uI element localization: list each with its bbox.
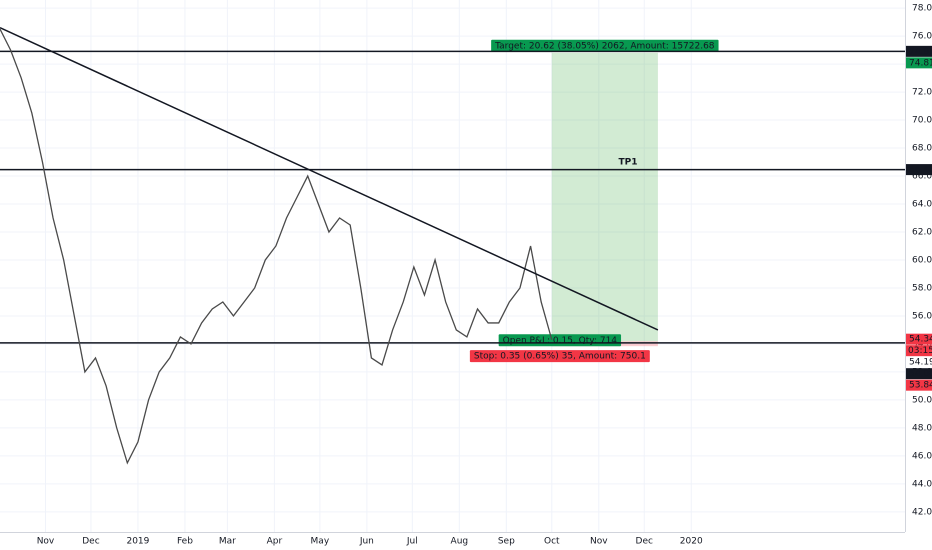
price-tag-bg (906, 356, 932, 368)
target-label-bg (491, 39, 719, 52)
price-tag-bg (906, 57, 932, 69)
x-tick-label: Jul (406, 537, 418, 547)
price-tag: 74.91 (909, 47, 932, 57)
price-tag: 54.34 (909, 335, 932, 345)
y-tick-label: 64.00 (912, 200, 932, 210)
x-tick-label: Jun (359, 537, 374, 547)
y-tick-label: 60.00 (912, 255, 932, 265)
price-tag-bg (906, 333, 932, 345)
y-tick-label: 56.00 (912, 311, 932, 321)
annotation: TP1 (619, 158, 638, 168)
x-tick-label: May (311, 537, 330, 547)
price-tag-bg (906, 379, 932, 391)
x-tick-label: Aug (451, 537, 469, 547)
y-tick-label: 68.00 (912, 144, 932, 154)
price-tag: 66.46 (909, 165, 932, 175)
y-tick-label: 72.00 (912, 88, 932, 98)
y-tick-label: 46.00 (912, 451, 932, 461)
pnl-label: Open P&L: 0.15, Qty: 714 (503, 336, 618, 346)
y-tick-label: 62.00 (912, 227, 932, 237)
x-tick-label: 2019 (126, 537, 149, 547)
countdown: 03:15:20 (908, 346, 932, 356)
y-tick-label: 66.00 (912, 172, 932, 182)
x-tick-label: Nov (37, 537, 55, 547)
price-tag: 53.84 (909, 381, 932, 391)
price-tag: 54.08 (909, 369, 932, 379)
x-tick-label: Nov (590, 537, 608, 547)
y-tick-label: 70.00 (912, 116, 932, 126)
price-tag-bg (906, 45, 932, 57)
x-tick-label: 2020 (680, 537, 703, 547)
price-tag: 54.19 (909, 358, 932, 368)
price-tag-bg (906, 164, 932, 176)
stop-label-bg (469, 350, 650, 363)
x-tick-label: Oct (544, 537, 560, 547)
x-tick-label: Sep (498, 537, 515, 547)
y-tick-label: 48.00 (912, 423, 932, 433)
y-tick-label: 78.00 (912, 4, 932, 14)
x-tick-label: Apr (267, 537, 283, 547)
y-tick-label: 50.00 (912, 395, 932, 405)
x-tick-label: Dec (636, 537, 653, 547)
x-tick-label: Dec (82, 537, 99, 547)
target-label: Target: 20.62 (38.05%) 2062, Amount: 157… (494, 41, 715, 51)
price-tag: 74.81 (909, 58, 932, 68)
price-tag-bg (906, 368, 932, 380)
x-tick-label: Feb (177, 537, 193, 547)
countdown-bg (906, 345, 932, 357)
stop-label: Stop: 0.35 (0.65%) 35, Amount: 750.1 (474, 352, 646, 362)
y-tick-label: 44.00 (912, 479, 932, 489)
trend-line (0, 27, 659, 331)
y-tick-label: 42.00 (912, 507, 932, 517)
x-tick-label: Mar (219, 537, 236, 547)
price-line (0, 28, 553, 465)
y-tick-label: 58.00 (912, 283, 932, 293)
y-tick-label: 76.00 (912, 32, 932, 42)
target-zone (551, 52, 658, 342)
